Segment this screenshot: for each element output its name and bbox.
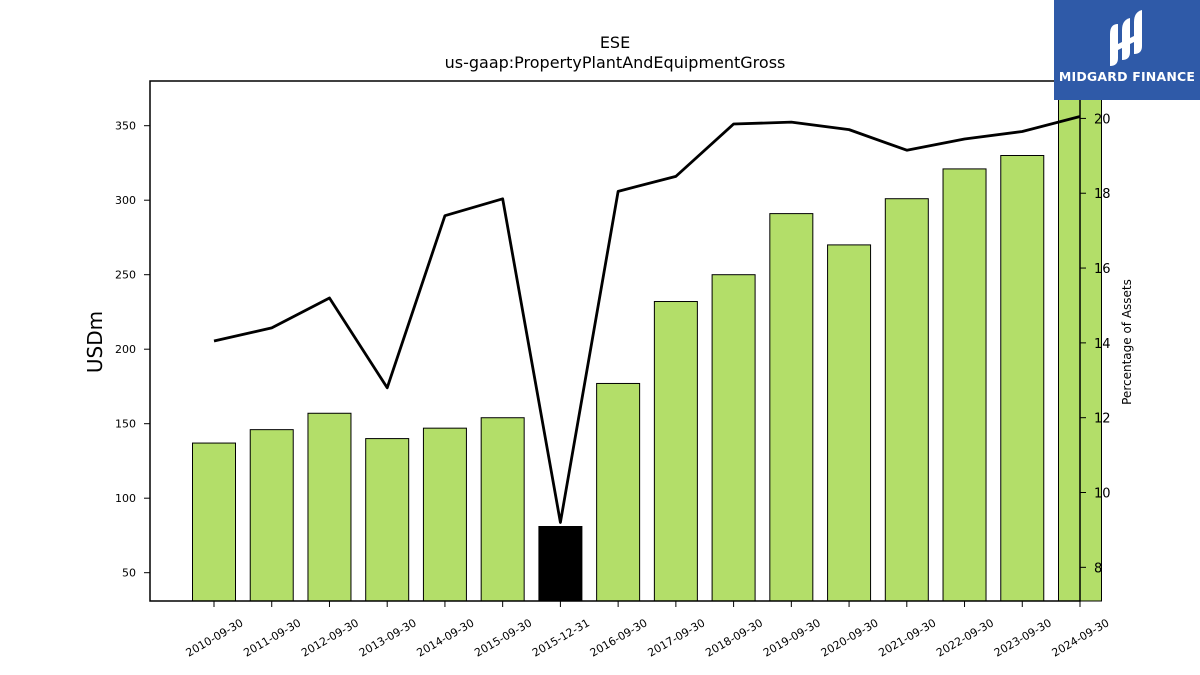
bar-2020-09-30 (827, 244, 872, 602)
bar-2023-09-30 (1000, 155, 1045, 602)
chart-title: ESE (600, 33, 630, 52)
y2-tick-label: 14 (1094, 337, 1111, 352)
bar-2014-09-30 (422, 427, 467, 602)
x-tick-label: 2024-09-30 (1050, 616, 1112, 659)
y2-tick-label: 10 (1094, 487, 1111, 502)
y-tick-label: 250 (115, 269, 136, 282)
y2-axis-label: Percentage of Assets (1120, 279, 1134, 405)
bar-2011-09-30 (249, 429, 294, 602)
bar-2019-09-30 (769, 213, 814, 602)
x-tick-label: 2018-09-30 (703, 616, 765, 659)
y-tick-label: 100 (115, 492, 136, 505)
bar-2022-09-30 (942, 168, 987, 602)
x-tick-label: 2020-09-30 (819, 616, 881, 659)
x-tick-label: 2012-09-30 (299, 616, 361, 659)
x-tick-label: 2023-09-30 (992, 616, 1054, 659)
y-tick-label: 150 (115, 418, 136, 431)
bar-2012-09-30 (307, 412, 352, 602)
bar-2013-09-30 (365, 438, 410, 602)
y2-tick-label: 18 (1094, 187, 1111, 202)
y2-tick-label: 12 (1094, 412, 1111, 427)
x-tick-label: 2014-09-30 (415, 616, 477, 659)
bar-2021-09-30 (884, 198, 929, 602)
bar-2017-09-30 (653, 301, 698, 602)
x-tick-label: 2019-09-30 (761, 616, 823, 659)
x-tick-label: 2015-09-30 (472, 616, 534, 659)
logo: MIDGARD FINANCE (1054, 0, 1200, 100)
bar-2016-09-30 (596, 382, 641, 602)
x-tick-label: 2010-09-30 (184, 616, 246, 659)
x-tick-label: 2011-09-30 (241, 616, 303, 659)
x-tick-label: 2015-12-31 (530, 616, 592, 659)
bar-2015-12-31 (538, 526, 583, 602)
x-tick-label: 2013-09-30 (357, 616, 419, 659)
y-tick-label: 200 (115, 343, 136, 356)
y-axis-label: USDm (83, 311, 107, 373)
y2-tick-label: 8 (1094, 561, 1102, 576)
y2-tick-label: 16 (1094, 262, 1111, 277)
chart-subtitle: us-gaap:PropertyPlantAndEquipmentGross (445, 53, 786, 72)
x-tick-label: 2022-09-30 (934, 616, 996, 659)
x-tick-label: 2017-09-30 (645, 616, 707, 659)
x-tick-label: 2021-09-30 (876, 616, 938, 659)
plot-frame (149, 80, 1081, 602)
logo-text: MIDGARD FINANCE (1058, 69, 1196, 84)
y-tick-label: 50 (122, 567, 136, 580)
y2-tick-label: 20 (1094, 112, 1111, 127)
y-tick-label: 300 (115, 194, 136, 207)
bar-2010-09-30 (192, 442, 236, 602)
bar-2015-09-30 (480, 417, 525, 602)
x-tick-label: 2016-09-30 (588, 616, 650, 659)
midgard-logo-icon (1110, 10, 1142, 66)
y-tick-label: 350 (115, 120, 136, 133)
percentage-line (213, 115, 1081, 524)
bar-2018-09-30 (711, 274, 756, 602)
